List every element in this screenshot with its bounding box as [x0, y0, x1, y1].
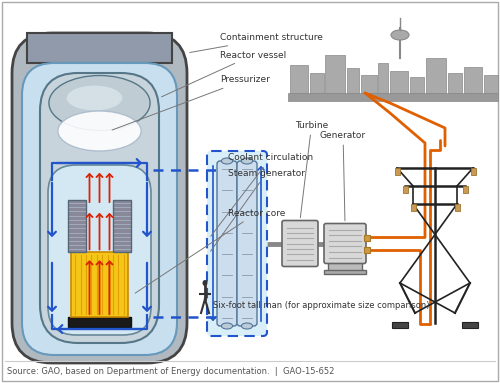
- FancyBboxPatch shape: [282, 221, 318, 267]
- Text: Source: GAO, based on Department of Energy documentation.  |  GAO-15-652: Source: GAO, based on Department of Ener…: [7, 367, 334, 375]
- Bar: [68, 200, 86, 252]
- FancyBboxPatch shape: [48, 165, 151, 335]
- Bar: [71, 252, 128, 317]
- Bar: [364, 234, 370, 241]
- Bar: [27, 33, 172, 63]
- Bar: [394, 168, 400, 175]
- Bar: [364, 247, 370, 252]
- Bar: [470, 168, 476, 175]
- FancyBboxPatch shape: [22, 63, 177, 355]
- Ellipse shape: [222, 323, 232, 329]
- Bar: [464, 67, 482, 93]
- Bar: [426, 58, 446, 93]
- Bar: [113, 200, 132, 252]
- Text: Steam generator: Steam generator: [210, 169, 305, 251]
- Text: Generator: Generator: [320, 131, 366, 221]
- Bar: [410, 77, 424, 93]
- Text: Pressurizer: Pressurizer: [112, 75, 270, 130]
- Bar: [68, 317, 131, 327]
- Ellipse shape: [242, 158, 252, 164]
- Text: Turbine: Turbine: [295, 121, 328, 218]
- Bar: [288, 93, 498, 101]
- Text: Containment structure: Containment structure: [190, 33, 323, 52]
- Bar: [310, 73, 324, 93]
- Bar: [324, 270, 366, 273]
- Text: Six-foot tall man (for approximate size comparison): Six-foot tall man (for approximate size …: [213, 301, 430, 309]
- Ellipse shape: [202, 280, 207, 286]
- Bar: [462, 322, 478, 328]
- Bar: [402, 186, 407, 193]
- Bar: [392, 322, 408, 328]
- Bar: [378, 63, 388, 93]
- Bar: [390, 71, 408, 93]
- Ellipse shape: [242, 323, 252, 329]
- FancyBboxPatch shape: [217, 161, 237, 326]
- Ellipse shape: [391, 30, 409, 40]
- Bar: [325, 55, 345, 93]
- Ellipse shape: [66, 86, 122, 110]
- FancyBboxPatch shape: [324, 224, 366, 264]
- FancyBboxPatch shape: [207, 151, 267, 336]
- Ellipse shape: [222, 158, 232, 164]
- Bar: [454, 204, 460, 211]
- Bar: [448, 73, 462, 93]
- Bar: [347, 68, 359, 93]
- Text: Reactor core: Reactor core: [135, 208, 286, 293]
- Bar: [290, 65, 308, 93]
- Bar: [484, 75, 498, 93]
- Bar: [410, 204, 416, 211]
- Bar: [328, 260, 362, 272]
- Text: Reactor vessel: Reactor vessel: [162, 51, 286, 97]
- FancyBboxPatch shape: [40, 73, 159, 343]
- Bar: [462, 186, 468, 193]
- FancyBboxPatch shape: [237, 161, 257, 326]
- Bar: [361, 75, 377, 93]
- Ellipse shape: [58, 111, 141, 151]
- Ellipse shape: [49, 75, 150, 131]
- FancyBboxPatch shape: [12, 33, 187, 363]
- Text: Coolant circulation: Coolant circulation: [210, 154, 313, 236]
